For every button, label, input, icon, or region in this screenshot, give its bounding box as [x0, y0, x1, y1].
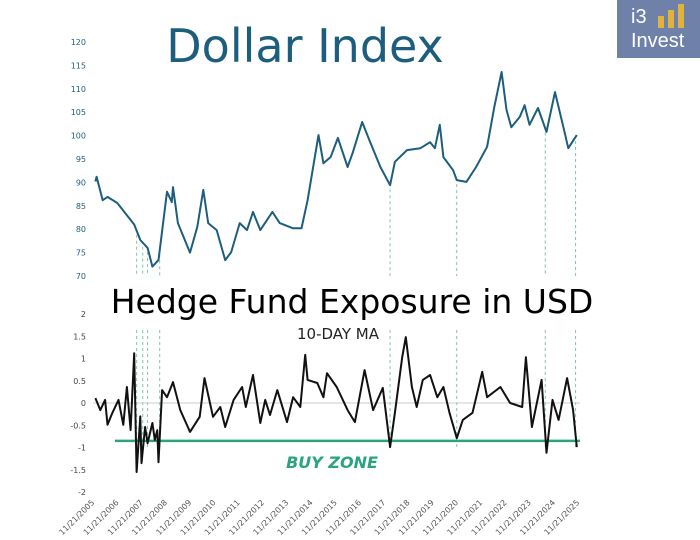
exposure-y-tick-label: 0 [81, 399, 86, 408]
exposure-y-tick-label: -1.5 [70, 466, 86, 475]
exposure-y-tick-label: 2 [81, 310, 86, 319]
dollar-y-tick-label: 75 [76, 249, 86, 258]
dollar-index-line [94, 71, 578, 268]
hedge-fund-title: Hedge Fund Exposure in USD [111, 282, 594, 321]
exposure-y-axis: -2 -1.5 -1 -0.5 0 0.5 1 1.5 2 [70, 310, 86, 497]
exposure-y-tick-label: -0.5 [70, 421, 86, 430]
dollar-y-tick-label: 85 [76, 202, 86, 211]
ma-subtitle: 10-DAY MA [297, 325, 380, 343]
exposure-y-tick-label: 1.5 [73, 332, 86, 341]
logo-bars-icon [658, 4, 688, 28]
dollar-y-tick-label: 90 [76, 178, 86, 187]
dollar-y-tick-label: 120 [71, 38, 86, 47]
dollar-y-tick-label: 70 [76, 272, 86, 281]
exposure-y-tick-label: 1 [81, 355, 86, 364]
buy-zone-label: BUY ZONE [286, 453, 378, 472]
exposure-y-tick-label: -2 [78, 488, 86, 497]
hedge-fund-exposure-line [94, 336, 578, 473]
dollar-y-tick-label: 115 [71, 61, 86, 70]
i3-invest-logo: i3 Invest [617, 0, 700, 58]
dollar-y-tick-label: 95 [76, 155, 86, 164]
dollar-index-title: Dollar Index [166, 19, 443, 73]
exposure-y-tick-label: 0.5 [73, 377, 86, 386]
dollar-y-tick-label: 105 [71, 108, 86, 117]
exposure-y-tick-label: -1 [78, 444, 86, 453]
logo-text-invest: Invest [631, 30, 685, 52]
dollar-y-tick-label: 110 [71, 85, 86, 94]
dollar-y-tick-label: 100 [71, 132, 86, 141]
logo-text-i3: i3 [631, 6, 647, 28]
dollar-y-axis: 70 75 80 85 90 95 100 105 110 115 120 [71, 38, 86, 281]
dollar-y-tick-label: 80 [76, 225, 86, 234]
x-axis-labels: 11/21/200511/21/200611/21/200711/21/2008… [57, 498, 581, 537]
